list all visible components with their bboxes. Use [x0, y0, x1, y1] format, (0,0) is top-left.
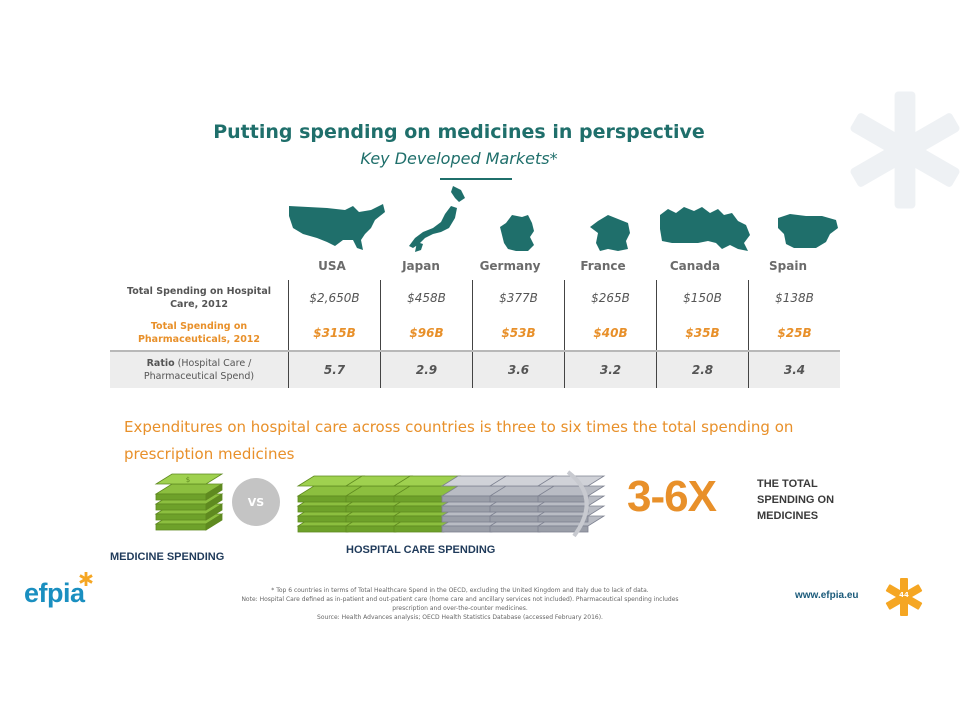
- page-number: 44: [899, 591, 909, 599]
- cell-hospital-spain: $138B: [748, 280, 840, 315]
- cell-pharma-germany: $53B: [472, 315, 564, 350]
- cell-pharma-spain: $25B: [748, 315, 840, 350]
- footnotes: * Top 6 countries in terms of Total Heal…: [230, 586, 690, 622]
- slide-title: Putting spending on medicines in perspec…: [213, 121, 705, 143]
- cell-pharma-usa: $315B: [288, 315, 380, 350]
- table-divider: [110, 350, 840, 352]
- cell-ratio-germany: 3.6: [472, 352, 564, 388]
- table-row-hospital-spending: Total Spending on Hospital Care, 2012 $2…: [110, 280, 840, 315]
- multiplier-text: 3-6X: [627, 472, 717, 521]
- slide-subtitle: Key Developed Markets*: [360, 149, 558, 168]
- spain-map-icon: [776, 212, 840, 250]
- logo-asterisk-icon: [79, 572, 93, 586]
- cell-pharma-japan: $96B: [380, 315, 472, 350]
- medicine-cash-stack-icon: $: [154, 473, 224, 531]
- france-map-icon: [588, 213, 634, 253]
- hospital-spending-label: HOSPITAL CARE SPENDING: [346, 544, 496, 556]
- cell-ratio-spain: 3.4: [748, 352, 840, 388]
- germany-map-icon: [498, 213, 538, 253]
- country-name-japan: Japan: [402, 259, 440, 273]
- footnote-1: * Top 6 countries in terms of Total Heal…: [271, 587, 649, 594]
- cell-ratio-canada: 2.8: [656, 352, 748, 388]
- country-name-spain: Spain: [769, 259, 807, 273]
- country-name-germany: Germany: [479, 259, 541, 273]
- cell-hospital-germany: $377B: [472, 280, 564, 315]
- cell-ratio-france: 3.2: [564, 352, 656, 388]
- cell-ratio-usa: 5.7: [288, 352, 380, 388]
- title-underline: [440, 178, 512, 180]
- efpia-logo: efpia: [24, 572, 124, 612]
- page-asterisk-icon: [885, 578, 923, 616]
- svg-text:$: $: [186, 476, 190, 484]
- vs-circle: VS: [232, 478, 280, 526]
- page-number-badge: 44: [876, 578, 932, 616]
- cell-hospital-usa: $2,650B: [288, 280, 380, 315]
- cell-ratio-japan: 2.9: [380, 352, 472, 388]
- country-name-canada: Canada: [669, 259, 721, 273]
- cell-hospital-france: $265B: [564, 280, 656, 315]
- multiplier-caption: THE TOTAL SPENDING ON MEDICINES: [757, 478, 835, 522]
- country-name-usa: USA: [318, 259, 346, 273]
- efpia-logo-text: efpia: [24, 578, 85, 608]
- footnote-3: Source: Health Advances analysis; OECD H…: [317, 614, 603, 621]
- ratio-label-bold: Ratio: [146, 358, 175, 369]
- japan-map-icon: [407, 184, 469, 254]
- canada-map-icon: [658, 205, 752, 255]
- website-link[interactable]: www.efpia.eu: [795, 590, 859, 601]
- table-row-pharma-spending: Total Spending on Pharmaceuticals, 2012 …: [110, 315, 840, 350]
- ratio-label-rest: (Hospital Care / Pharmaceutical Spend): [143, 358, 255, 382]
- row-label-pharma: Total Spending on Pharmaceuticals, 2012: [137, 320, 261, 345]
- usa-map-icon: [287, 202, 387, 254]
- row-label-hospital: Total Spending on Hospital Care, 2012: [126, 285, 272, 310]
- footnote-2: Note: Hospital Care defined as in-patien…: [241, 596, 679, 612]
- headline-text: Expenditures on hospital care across cou…: [124, 418, 794, 463]
- medicine-spending-label: MEDICINE SPENDING: [110, 551, 225, 563]
- row-label-ratio: Ratio (Hospital Care / Pharmaceutical Sp…: [110, 352, 288, 388]
- cell-pharma-canada: $35B: [656, 315, 748, 350]
- table-row-ratio: Ratio (Hospital Care / Pharmaceutical Sp…: [110, 352, 840, 388]
- decorative-asterisk-icon: [850, 91, 960, 209]
- hospital-cash-stacks-icon: [296, 470, 606, 538]
- cell-pharma-france: $40B: [564, 315, 656, 350]
- country-name-france: France: [580, 259, 626, 273]
- cell-hospital-japan: $458B: [380, 280, 472, 315]
- cell-hospital-canada: $150B: [656, 280, 748, 315]
